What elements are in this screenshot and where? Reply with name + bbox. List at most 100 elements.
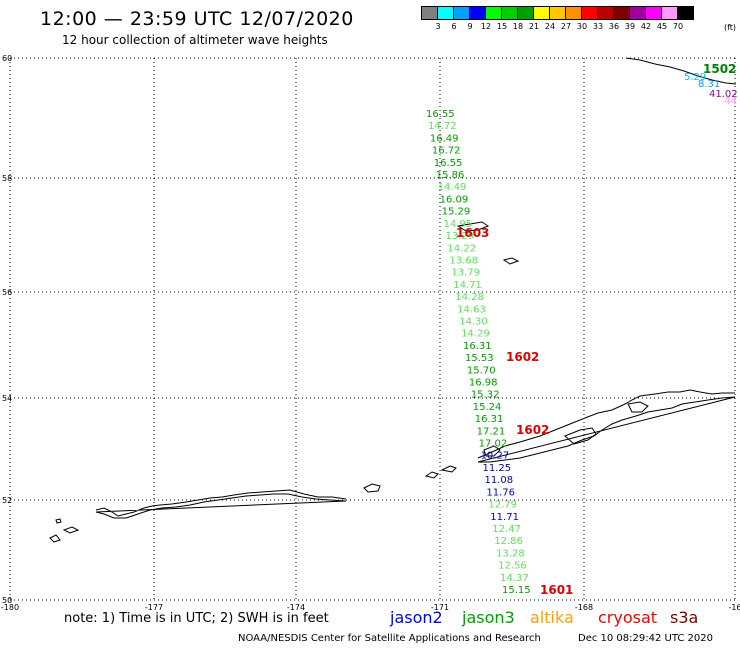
lat-lon-grid: 60 58 56 54 52 50-180 -177 -174 -171 -168 -16 (1, 54, 740, 612)
legend-label: 12 (480, 22, 492, 31)
wave-height-value: 11.25 (483, 463, 512, 474)
lon-label: -171 (431, 603, 449, 612)
wave-height-value: 15.53 (465, 353, 494, 364)
wave-height-value: 14.71 (453, 280, 482, 291)
wave-height-value: 12.47 (492, 524, 521, 535)
satellite-altika: altika (530, 608, 574, 627)
credit-text: NOAA/NESDIS Center for Satellite Applica… (238, 633, 541, 644)
wave-height-value: 16.55 (434, 158, 463, 169)
legend-label: 36 (608, 22, 620, 31)
corner-value: 1502 (703, 62, 736, 76)
wave-height-value: 14.49 (438, 182, 467, 193)
wave-height-value: 16.09 (440, 194, 469, 205)
legend-swatch (677, 6, 694, 20)
legend-label: 21 (528, 22, 540, 31)
legend-label: 70 (672, 22, 684, 31)
wave-height-value: 14.63 (457, 304, 486, 315)
color-legend (421, 6, 694, 20)
legend-label: 9 (467, 22, 473, 31)
time-label: 1601 (540, 583, 573, 597)
legend-unit: (ft) (724, 23, 737, 32)
lon-label: -177 (145, 603, 163, 612)
time-label: 1602 (506, 350, 539, 364)
lon-label: -16 (728, 603, 740, 612)
island-pribilof (456, 221, 490, 232)
lat-label: 56 (2, 288, 12, 297)
legend-label: 39 (624, 22, 636, 31)
wave-height-value: 14.30 (459, 316, 488, 327)
wave-height-value: 13.79 (451, 268, 480, 279)
island-unimak (564, 427, 597, 445)
altimeter-track: 16.5514.7216.4916.7216.5515.8614.4916.09… (426, 62, 738, 597)
island-st-george (502, 257, 520, 265)
lat-label: 50 (2, 596, 12, 605)
wave-height-value: 10.27 (481, 451, 510, 462)
wave-height-value: 13.28 (496, 548, 525, 559)
corner-value: 44 (724, 96, 737, 107)
wave-height-value: 15.24 (473, 402, 502, 413)
legend-label: 15 (496, 22, 508, 31)
legend-label: 6 (451, 22, 457, 31)
color-legend-labels: 3 6 9 12 15 18 21 24 27 30 33 36 39 42 45 70 (422, 22, 740, 36)
mainland-coast-northeast (625, 57, 737, 85)
footer-note: note: 1) Time is in UTC; 2) SWH is in fe… (64, 611, 329, 626)
wave-height-value: 14.95 (444, 219, 473, 230)
corner-value: 5.29 (684, 72, 706, 83)
wave-height-value: 14.28 (455, 292, 484, 303)
lon-label: -180 (1, 603, 19, 612)
wave-height-value: 12.56 (498, 561, 527, 572)
coastline (49, 57, 737, 543)
wave-height-value: 13.68 (449, 255, 478, 266)
alaska-peninsula-coastline (477, 389, 736, 463)
wave-height-value: 17.21 (477, 426, 506, 437)
wave-height-value: 11.08 (484, 475, 513, 486)
map-subtitle: 12 hour collection of altimeter wave hei… (62, 33, 328, 47)
legend-label: 33 (592, 22, 604, 31)
wave-height-value: 17.02 (479, 439, 508, 450)
legend-label: 18 (512, 22, 524, 31)
wave-height-value: 11.76 (486, 487, 515, 498)
lon-label: -174 (287, 603, 305, 612)
lat-label: 52 (2, 496, 12, 505)
lat-label: 58 (2, 174, 12, 183)
wave-height-value: 14.22 (447, 243, 476, 254)
wave-height-value: 12.86 (494, 536, 523, 547)
wave-height-value: 15.86 (436, 170, 465, 181)
satellite-cryosat: cryosat (598, 608, 658, 627)
island-west-small (55, 518, 62, 524)
wave-height-value: 16.31 (475, 414, 504, 425)
wave-height-value: 14.72 (428, 121, 457, 132)
island-attu (49, 534, 61, 543)
wave-height-value: 13.29 (445, 231, 474, 242)
legend-label: 45 (656, 22, 668, 31)
aleutian-islands (95, 489, 347, 519)
island-kiska (62, 526, 80, 534)
legend-label: 42 (640, 22, 652, 31)
satellite-s3a: s3a (670, 608, 699, 627)
time-label: 1603 (456, 226, 489, 240)
lat-label: 54 (2, 394, 12, 403)
wave-height-value: 12.79 (488, 500, 517, 511)
time-label: 1602 (516, 423, 549, 437)
island-shumagin (627, 401, 649, 413)
lat-label: 60 (2, 54, 12, 63)
lon-label: -168 (575, 603, 593, 612)
wave-height-value: 15.70 (467, 365, 496, 376)
wave-height-value: 16.72 (432, 146, 461, 157)
legend-label: 27 (560, 22, 572, 31)
wave-height-value: 16.55 (426, 109, 455, 120)
wave-height-value: 16.98 (469, 378, 498, 389)
legend-label: 30 (576, 22, 588, 31)
legend-label: 3 (435, 22, 441, 31)
wave-height-value: 16.49 (430, 133, 459, 144)
island-akutan (440, 465, 457, 473)
legend-label: 24 (544, 22, 556, 31)
map-title: 12:00 — 23:59 UTC 12/07/2020 (40, 8, 354, 30)
wave-height-value: 11.71 (490, 512, 519, 523)
corner-value: 8.31 (698, 79, 720, 90)
island-unalaska-2 (483, 445, 501, 457)
wave-height-value: 15.15 (502, 585, 531, 596)
island-umnak (363, 483, 381, 493)
wave-height-value: 15.32 (471, 390, 500, 401)
